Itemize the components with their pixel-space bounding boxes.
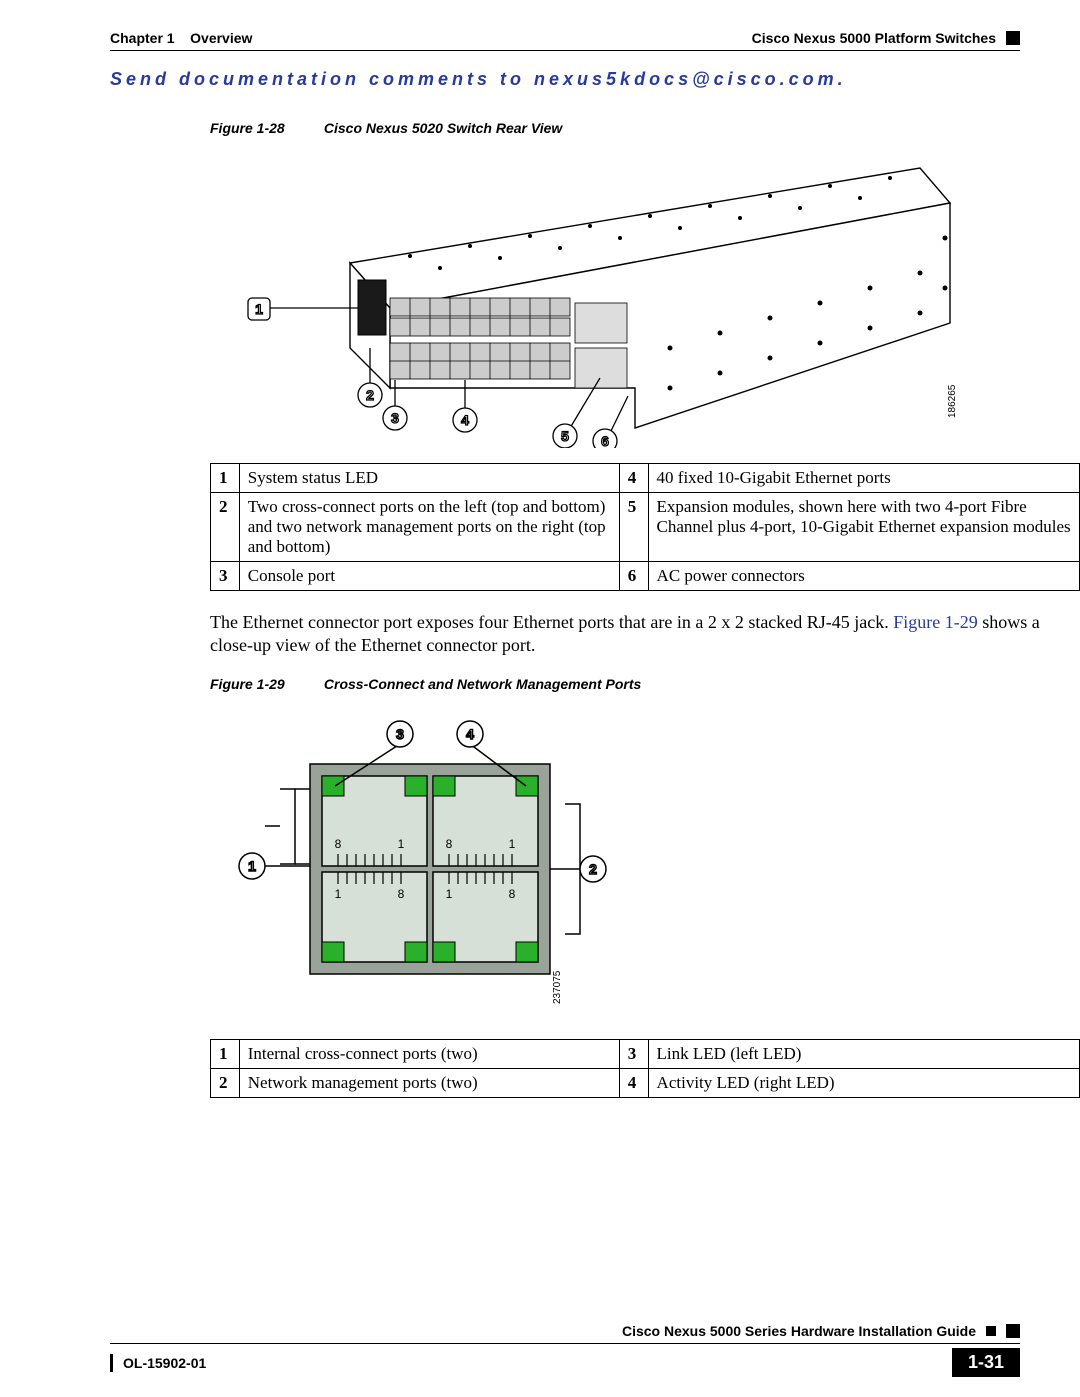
cell-num: 4	[619, 1068, 648, 1097]
header-rule	[110, 50, 1020, 51]
cell-num: 3	[619, 1039, 648, 1068]
table-row: 1 System status LED 4 40 fixed 10-Gigabi…	[211, 464, 1080, 493]
body-paragraph: The Ethernet connector port exposes four…	[210, 611, 1060, 658]
cell-num: 6	[619, 562, 648, 591]
figure-29-image-id: 237075	[552, 970, 563, 1004]
feedback-banner: Send documentation comments to nexus5kdo…	[110, 69, 1020, 90]
pin-label: 8	[446, 837, 453, 851]
pin-label: 1	[335, 887, 342, 901]
figure-29-link[interactable]: Figure 1-29	[893, 612, 978, 632]
cell-desc: 40 fixed 10-Gigabit Ethernet ports	[648, 464, 1079, 493]
table-row: 1 Internal cross-connect ports (two) 3 L…	[211, 1039, 1080, 1068]
figure-29-title: Cross-Connect and Network Management Por…	[324, 676, 641, 692]
cell-desc: Internal cross-connect ports (two)	[239, 1039, 619, 1068]
cell-desc: AC power connectors	[648, 562, 1079, 591]
cell-desc: Activity LED (right LED)	[648, 1068, 1079, 1097]
product-name: Cisco Nexus 5000 Platform Switches	[752, 30, 996, 46]
figure-28-legend-table: 1 System status LED 4 40 fixed 10-Gigabi…	[210, 463, 1080, 591]
figure-28-caption: Figure 1-28 Cisco Nexus 5020 Switch Rear…	[210, 120, 1020, 136]
cell-num: 2	[211, 493, 240, 562]
cell-num: 2	[211, 1068, 240, 1097]
table-row: 3 Console port 6 AC power connectors	[211, 562, 1080, 591]
page-number: 1-31	[952, 1348, 1020, 1377]
table-row: 2 Network management ports (two) 4 Activ…	[211, 1068, 1080, 1097]
cell-desc: Two cross-connect ports on the left (top…	[239, 493, 619, 562]
figure-28-label: Figure 1-28	[210, 120, 320, 136]
figure-28-title: Cisco Nexus 5020 Switch Rear View	[324, 120, 562, 136]
callout-3: 3	[391, 410, 399, 426]
table-row: 2 Two cross-connect ports on the left (t…	[211, 493, 1080, 562]
pin-label: 1	[398, 837, 405, 851]
callout-1: 1	[248, 858, 256, 874]
figure-29-image: 8 1 8 1 1 8 1 8 3 4 1 2 237075	[210, 704, 1020, 1029]
pin-label: 8	[335, 837, 342, 851]
cell-desc: Network management ports (two)	[239, 1068, 619, 1097]
pin-label: 8	[398, 887, 405, 901]
footer-bar-icon	[110, 1354, 113, 1372]
footer-marker-small-icon	[986, 1326, 996, 1336]
pin-label: 1	[446, 887, 453, 901]
cell-num: 1	[211, 464, 240, 493]
pin-label: 8	[509, 887, 516, 901]
callout-2: 2	[366, 387, 374, 403]
figure-28-image: 1 2 3 4 5 6 186265	[210, 148, 1020, 453]
cell-desc: System status LED	[239, 464, 619, 493]
footer-rule	[110, 1343, 1020, 1344]
chapter-number: Chapter 1	[110, 30, 175, 46]
figure-29-caption: Figure 1-29 Cross-Connect and Network Ma…	[210, 676, 1020, 692]
chapter-label: Chapter 1 Overview	[110, 30, 252, 46]
para-text-before: The Ethernet connector port exposes four…	[210, 612, 893, 632]
figure-29-label: Figure 1-29	[210, 676, 320, 692]
figure-29-legend-table: 1 Internal cross-connect ports (two) 3 L…	[210, 1039, 1080, 1098]
cell-num: 5	[619, 493, 648, 562]
figure-28-image-id: 186265	[947, 384, 958, 418]
guide-title: Cisco Nexus 5000 Series Hardware Install…	[622, 1323, 976, 1339]
callout-4: 4	[461, 412, 469, 428]
section-name: Overview	[190, 30, 252, 46]
page-footer: Cisco Nexus 5000 Series Hardware Install…	[110, 1323, 1020, 1377]
callout-1: 1	[255, 301, 263, 317]
cell-desc: Expansion modules, shown here with two 4…	[648, 493, 1079, 562]
callout-6: 6	[601, 433, 609, 448]
callout-5: 5	[561, 428, 569, 444]
footer-marker-large-icon	[1006, 1324, 1020, 1338]
callout-2: 2	[589, 861, 597, 877]
doc-id: OL-15902-01	[123, 1355, 206, 1371]
cell-num: 1	[211, 1039, 240, 1068]
page-header: Chapter 1 Overview Cisco Nexus 5000 Plat…	[110, 30, 1020, 46]
header-marker-icon	[1006, 31, 1020, 45]
pin-label: 1	[509, 837, 516, 851]
cell-desc: Link LED (left LED)	[648, 1039, 1079, 1068]
callout-3: 3	[396, 726, 404, 742]
cell-desc: Console port	[239, 562, 619, 591]
cell-num: 3	[211, 562, 240, 591]
callout-4: 4	[466, 726, 474, 742]
cell-num: 4	[619, 464, 648, 493]
